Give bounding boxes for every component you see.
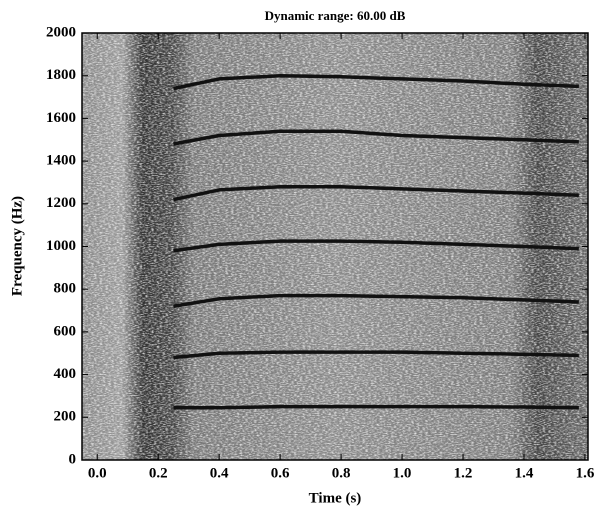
- harmonic-track: [173, 184, 579, 202]
- y-tick-label: 1800: [46, 67, 76, 83]
- harmonic-track: [173, 350, 579, 360]
- y-tick-label: 800: [54, 281, 77, 297]
- x-tick-label: 1.4: [515, 465, 534, 481]
- x-tick-label: 1.2: [454, 465, 473, 481]
- y-tick-label: 0: [69, 451, 77, 467]
- harmonic-track: [173, 404, 579, 410]
- harmonic-track: [173, 293, 579, 309]
- y-tick-label: 600: [54, 323, 77, 339]
- y-tick-label: 1200: [46, 195, 76, 211]
- x-axis-label: Time (s): [309, 490, 362, 506]
- harmonic-track: [173, 73, 579, 91]
- y-tick-label: 1600: [46, 110, 76, 126]
- harmonic-track: [173, 239, 579, 253]
- x-tick-label: 0.8: [332, 465, 351, 481]
- x-tick-label: 1.6: [576, 465, 595, 481]
- y-tick-label: 1400: [46, 153, 76, 169]
- y-tick-label: 1000: [46, 238, 76, 254]
- x-tick-label: 0.4: [210, 465, 229, 481]
- x-tick-label: 0.0: [88, 465, 107, 481]
- y-tick-label: 2000: [46, 24, 76, 40]
- harmonics: [173, 73, 579, 410]
- x-tick-label: 0.6: [271, 465, 290, 481]
- chart-title: Dynamic range: 60.00 dB: [265, 8, 406, 23]
- y-tick-label: 200: [54, 409, 77, 425]
- y-axis-label: Frequency (Hz): [9, 196, 25, 296]
- x-tick-label: 0.2: [149, 465, 168, 481]
- x-tick-label: 1.0: [393, 465, 412, 481]
- y-tick-label: 400: [54, 366, 77, 382]
- harmonic-track: [173, 129, 579, 146]
